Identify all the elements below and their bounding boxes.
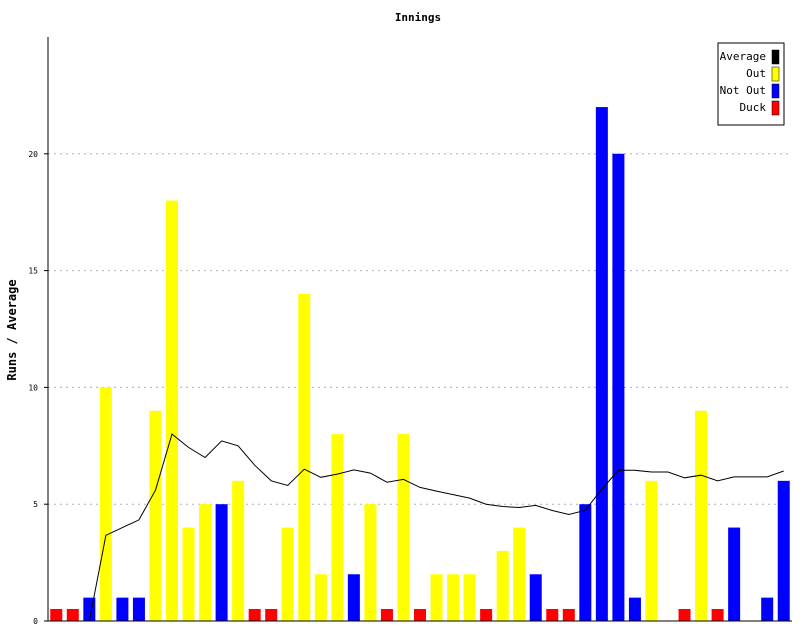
legend-label: Average bbox=[720, 50, 766, 63]
bar-not-out bbox=[132, 597, 145, 621]
gridlines bbox=[48, 153, 792, 505]
axes bbox=[47, 37, 792, 622]
bar-out bbox=[199, 504, 212, 621]
bar-out bbox=[232, 480, 245, 621]
y-axis-label: Runs / Average bbox=[5, 279, 19, 380]
bar-duck bbox=[711, 609, 724, 621]
bar-duck bbox=[546, 609, 559, 621]
bar-not-out bbox=[628, 597, 641, 621]
bar-out bbox=[463, 574, 476, 621]
average-line bbox=[56, 433, 784, 622]
y-tick-label: 15 bbox=[28, 267, 38, 276]
bar-not-out bbox=[579, 504, 592, 621]
bar-out bbox=[430, 574, 443, 621]
bar-out bbox=[166, 200, 178, 621]
bar-out bbox=[149, 410, 162, 621]
bar-out bbox=[182, 527, 195, 621]
bar-duck bbox=[480, 609, 493, 621]
bar-not-out bbox=[215, 504, 228, 621]
bar-not-out bbox=[612, 153, 625, 622]
legend: Average Out Not Out Duck bbox=[717, 42, 785, 126]
bar-duck bbox=[248, 609, 261, 621]
bar-duck bbox=[265, 609, 278, 621]
y-tick-labels: 0 5 10 15 20 bbox=[28, 150, 48, 626]
bar-out bbox=[331, 434, 344, 621]
bar-out bbox=[314, 574, 327, 621]
bar-out bbox=[298, 293, 311, 621]
bar-out bbox=[397, 434, 410, 621]
legend-swatch bbox=[771, 66, 780, 82]
bar-duck bbox=[678, 609, 691, 621]
bar-not-out bbox=[529, 574, 542, 621]
bar-out bbox=[695, 410, 708, 621]
bar-duck bbox=[66, 609, 79, 621]
y-tick-label: 0 bbox=[33, 617, 38, 626]
bar-out bbox=[496, 550, 509, 621]
bar-out bbox=[447, 574, 460, 621]
bar-duck bbox=[414, 609, 426, 621]
average-line-group bbox=[56, 433, 784, 622]
legend-label: Not Out bbox=[720, 84, 766, 97]
legend-swatch bbox=[771, 100, 780, 116]
bar-duck bbox=[50, 609, 63, 621]
bar-not-out bbox=[777, 480, 790, 621]
bar-out bbox=[645, 480, 658, 621]
bar-not-out bbox=[595, 107, 608, 621]
bar-out bbox=[513, 527, 526, 621]
y-tick-label: 10 bbox=[28, 383, 38, 392]
bar-out bbox=[364, 504, 377, 621]
bar-out bbox=[281, 527, 294, 621]
bar-duck bbox=[562, 609, 575, 621]
legend-label: Duck bbox=[740, 101, 767, 114]
legend-swatch bbox=[771, 49, 780, 65]
bar-duck bbox=[380, 609, 393, 621]
bar-not-out bbox=[347, 574, 360, 621]
bars bbox=[50, 107, 790, 622]
legend-label: Out bbox=[746, 67, 766, 80]
y-tick-label: 5 bbox=[33, 500, 38, 509]
chart-title: Innings bbox=[395, 11, 441, 24]
bar-out bbox=[99, 387, 112, 621]
bar-not-out bbox=[761, 597, 774, 621]
y-tick-label: 20 bbox=[28, 150, 38, 159]
bar-not-out bbox=[728, 527, 741, 621]
legend-swatch bbox=[771, 83, 780, 99]
bar-not-out bbox=[116, 597, 129, 621]
